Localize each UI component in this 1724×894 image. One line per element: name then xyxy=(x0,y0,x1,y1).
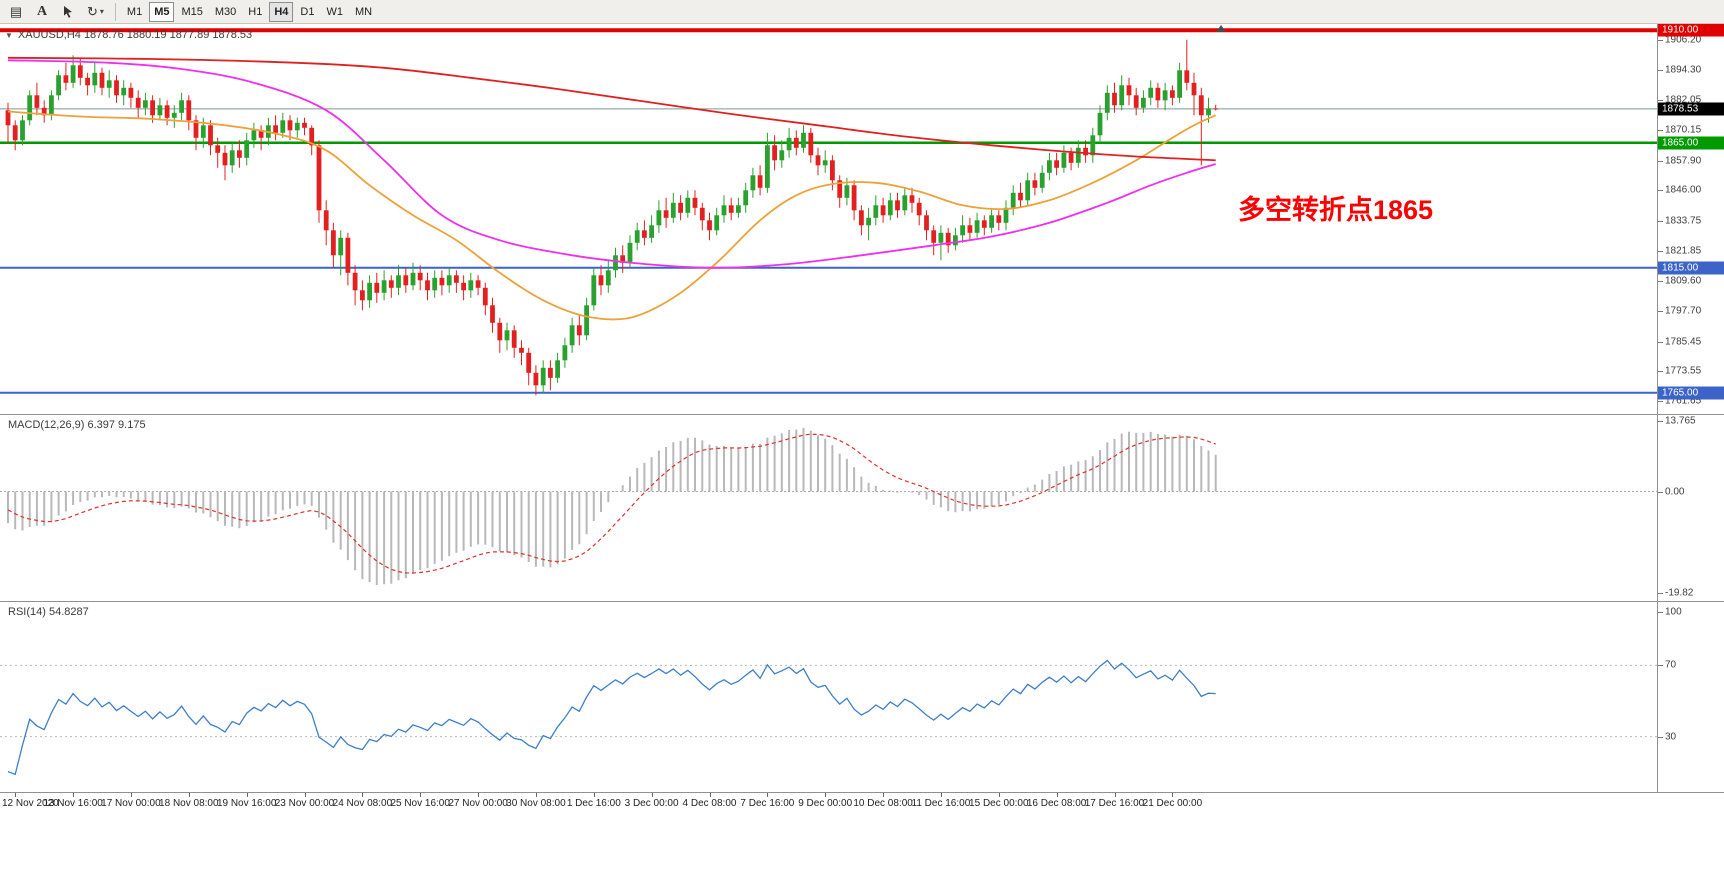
price-axis-label: 70 xyxy=(1665,659,1677,671)
timeframe-button-H1[interactable]: H1 xyxy=(243,2,267,22)
price-label-box: 1878.53 xyxy=(1658,102,1724,116)
timeframe-button-M5[interactable]: M5 xyxy=(149,1,175,22)
timeframe-button-M15[interactable]: M15 xyxy=(176,2,207,22)
main-chart-panel[interactable]: ▼ XAUUSD,H4 1878.76 1880.19 1877.89 1878.… xyxy=(0,24,1657,414)
chart-annotation-text[interactable]: 多空转折点1865 xyxy=(1238,195,1434,225)
time-axis-label: 25 Nov 16:00 xyxy=(390,798,450,809)
refresh-icon: ↻ xyxy=(87,4,98,19)
horizontal-price-lines xyxy=(0,28,1657,394)
cursor-icon xyxy=(64,5,72,18)
timeframe-buttons: M1 M5 M15 M30 H1 H4 D1 W1 MN xyxy=(121,1,378,22)
time-axis-label: 27 Nov 00:00 xyxy=(448,798,508,809)
timeframe-button-W1[interactable]: W1 xyxy=(321,2,348,22)
macd-histogram xyxy=(7,427,1217,585)
price-axis-label: 1785.45 xyxy=(1665,336,1702,348)
price-axis-label: 100 xyxy=(1665,606,1682,618)
price-label-box: 1765.00 xyxy=(1658,386,1724,400)
time-axis-label: 23 Nov 00:00 xyxy=(274,798,335,809)
timeframe-button-M30[interactable]: M30 xyxy=(210,2,241,22)
toolbar-separator xyxy=(114,2,116,21)
rsi-canvas[interactable] xyxy=(0,602,1657,792)
time-axis-label: 12 Nov 2020 xyxy=(2,798,59,809)
charts-list-button[interactable]: ▤ xyxy=(4,2,28,22)
price-axis-label: 1906.20 xyxy=(1665,34,1702,46)
price-axis-label: 1846.00 xyxy=(1665,184,1702,196)
time-axis-label: 4 Dec 08:00 xyxy=(682,798,737,809)
collapse-arrow-icon[interactable]: ▼ xyxy=(5,31,13,40)
time-axis-label: 21 Dec 00:00 xyxy=(1142,798,1203,809)
price-axis-label: -19.82 xyxy=(1665,587,1694,599)
price-axis-label: 1761.65 xyxy=(1665,395,1702,407)
time-axis-label: 15 Dec 00:00 xyxy=(969,798,1029,809)
candlestick-series xyxy=(5,39,1219,396)
time-axis-label: 10 Dec 08:00 xyxy=(853,798,913,809)
timeframe-button-D1[interactable]: D1 xyxy=(295,2,319,22)
rsi-label: RSI(14) 54.8287 xyxy=(8,606,89,618)
price-label-box: 1815.00 xyxy=(1658,261,1724,275)
toolbar: ▤ A ↻ ▾ M1 M5 M15 M30 H1 H4 D1 W1 MN xyxy=(0,0,1724,24)
macd-label: MACD(12,26,9) 6.397 9.175 xyxy=(8,419,146,431)
time-axis-label: 7 Dec 16:00 xyxy=(740,798,795,809)
price-axis-label: 13.765 xyxy=(1665,415,1696,427)
text-label-icon: A xyxy=(36,3,48,19)
price-label-box: 1910.00 xyxy=(1658,23,1724,37)
rsi-panel[interactable]: RSI(14) 54.8287 xyxy=(0,601,1657,792)
price-axis-label: 1882.05 xyxy=(1665,94,1702,106)
time-axis-label: 19 Nov 16:00 xyxy=(216,798,277,809)
price-axis-label: 1870.15 xyxy=(1665,124,1702,136)
price-axis-label: 1894.30 xyxy=(1665,64,1702,75)
price-axis-label: 1821.85 xyxy=(1665,245,1702,257)
dropdown-chevron-icon: ▾ xyxy=(99,7,104,16)
chart-shift-marker-icon[interactable] xyxy=(1216,25,1226,32)
timeframe-button-MN[interactable]: MN xyxy=(350,2,377,22)
text-tool-button[interactable]: A xyxy=(30,2,54,22)
price-axis-label: 0.00 xyxy=(1665,486,1685,497)
time-axis-label: 17 Dec 16:00 xyxy=(1084,798,1145,809)
time-axis-label: 16 Dec 08:00 xyxy=(1026,798,1087,809)
time-axis-label: 3 Dec 00:00 xyxy=(624,798,679,809)
ma-slow-red xyxy=(7,56,1216,162)
macd-panel[interactable]: MACD(12,26,9) 6.397 9.175 xyxy=(0,414,1657,601)
price-label-box: 1865.00 xyxy=(1658,136,1724,150)
refresh-tool-button[interactable]: ↻ ▾ xyxy=(82,2,109,22)
price-axis-label: 1809.60 xyxy=(1665,275,1702,287)
price-axis-label: 30 xyxy=(1665,731,1677,743)
chart-grid-icon: ▤ xyxy=(9,4,23,19)
time-axis-label: 13 Nov 16:00 xyxy=(43,798,103,809)
time-axis-label: 9 Dec 00:00 xyxy=(798,798,853,809)
chart-ohlc-line: ▼ XAUUSD,H4 1878.76 1880.19 1877.89 1878.… xyxy=(5,29,252,41)
time-axis-label: 18 Nov 08:00 xyxy=(159,798,219,809)
ma-mid-magenta xyxy=(7,59,1216,269)
ma-fast-orange xyxy=(7,110,1217,321)
timeframe-button-M1[interactable]: M1 xyxy=(122,2,147,22)
macd-signal-line xyxy=(7,433,1216,574)
time-axis-label: 1 Dec 16:00 xyxy=(566,798,621,809)
time-axis-label: 24 Nov 08:00 xyxy=(332,798,393,809)
price-axis-label: 1857.90 xyxy=(1665,155,1702,166)
time-axis[interactable]: 12 Nov 2020 13 Nov 16:00 17 Nov 00:00 18 No… xyxy=(0,792,1724,814)
price-axis-label: 1773.55 xyxy=(1665,365,1702,377)
macd-canvas[interactable] xyxy=(0,415,1657,601)
time-axis-label: 30 Nov 08:00 xyxy=(506,798,566,809)
price-axis-label: 1797.70 xyxy=(1665,305,1702,317)
time-axis-label: 17 Nov 00:00 xyxy=(101,798,161,809)
symbol-ohlc-text: XAUUSD,H4 1878.76 1880.19 1877.89 1878.5… xyxy=(17,29,253,41)
rsi-line xyxy=(7,659,1216,776)
main-chart-canvas[interactable] xyxy=(0,24,1657,414)
cursor-tool-button[interactable] xyxy=(56,2,80,22)
time-axis-label: 11 Dec 16:00 xyxy=(911,798,971,809)
price-axis[interactable]: 1906.20 1894.30 1882.05 1870.15 1857.90 1846.… xyxy=(1657,23,1724,792)
timeframe-button-H4[interactable]: H4 xyxy=(269,1,294,22)
price-axis-label: 1833.75 xyxy=(1665,215,1702,227)
